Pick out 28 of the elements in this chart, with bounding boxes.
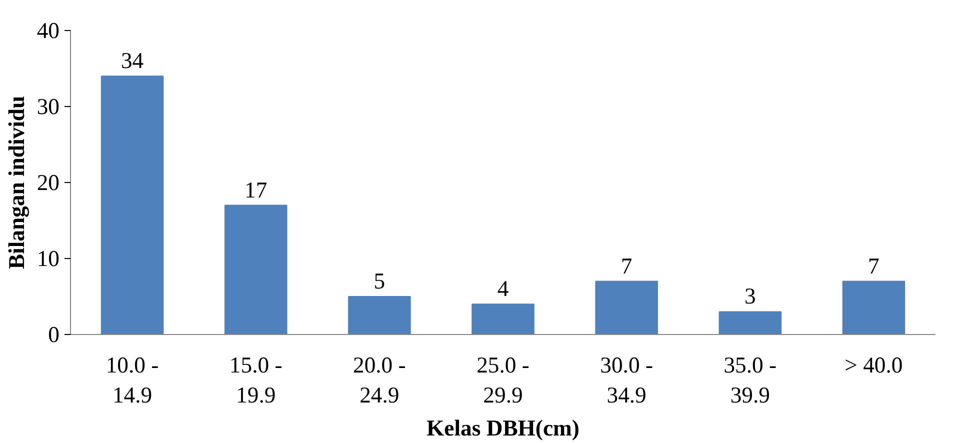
data-label: 17 (244, 177, 268, 202)
x-tick-label: > 40.0 (844, 352, 903, 378)
data-label: 7 (868, 253, 880, 278)
y-tick-label: 0 (48, 322, 60, 347)
y-axis-title: Bilangan individu (4, 96, 29, 270)
x-axis-title: Kelas DBH(cm) (426, 416, 580, 440)
y-tick-label: 30 (36, 94, 60, 119)
bar (842, 280, 906, 334)
x-tick-label: 35.0 - 39.9 (724, 352, 777, 408)
bar (472, 304, 534, 334)
bar (348, 296, 411, 334)
x-tick-label: 25.0 - 29.9 (476, 352, 530, 408)
bar (595, 280, 658, 334)
y-tick-label: 10 (36, 246, 60, 271)
data-label: 7 (620, 253, 632, 278)
bar (100, 76, 164, 334)
data-label: 3 (744, 284, 756, 309)
x-tick-label: 15.0 - 19.9 (229, 352, 282, 408)
x-tick-label: 30.0 - 34.9 (600, 352, 653, 408)
y-tick-label: 40 (36, 18, 60, 43)
x-tick-label: 20.0 - 24.9 (353, 352, 406, 408)
data-label: 4 (497, 276, 509, 302)
bar (224, 204, 288, 334)
y-tick-label: 20 (36, 170, 60, 195)
x-tick-label: 10.0 - 14.9 (106, 352, 159, 408)
bar (718, 311, 782, 334)
data-label: 5 (374, 268, 386, 294)
data-label: 34 (120, 48, 144, 74)
